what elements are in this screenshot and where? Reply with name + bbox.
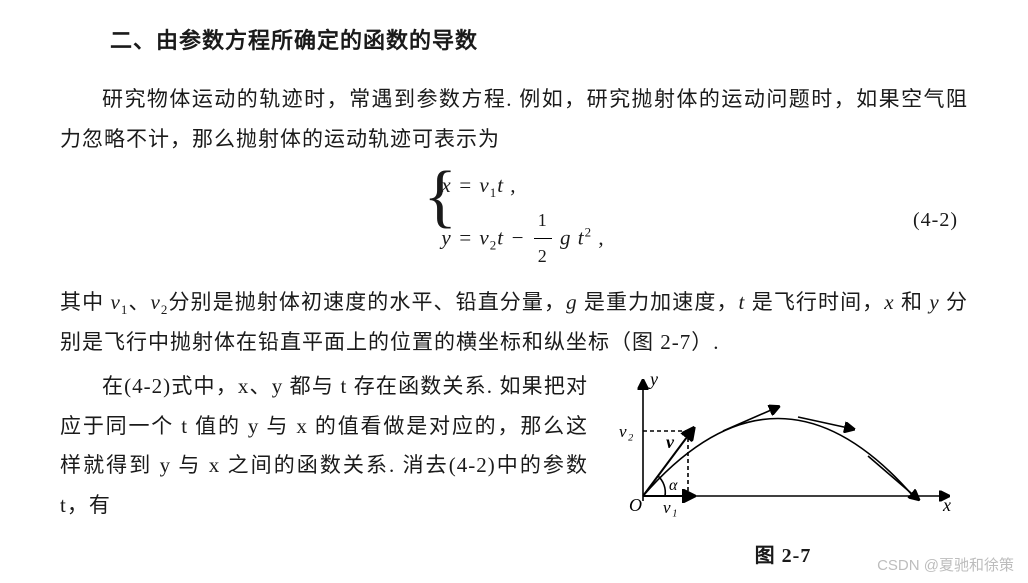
watermark: CSDN @夏驰和徐策	[877, 554, 1014, 575]
trajectory-figure: y x O v₂ v₁ v α	[603, 371, 963, 521]
alpha-label: α	[669, 477, 678, 494]
paragraph-2: 其中 v1、v2分别是抛射体初速度的水平、铅直分量，g 是重力加速度，t 是飞行…	[60, 283, 968, 363]
paragraph-1: 研究物体运动的轨迹时，常遇到参数方程. 例如，研究抛射体的运动问题时，如果空气阻…	[60, 80, 968, 160]
fraction: 1 2	[534, 203, 552, 272]
v-label: v	[666, 432, 675, 452]
origin-label: O	[629, 495, 643, 515]
equation-number: (4-2)	[913, 201, 958, 239]
x-axis-label: x	[942, 495, 952, 515]
v2-label: v₂	[619, 422, 634, 441]
lower-row: 在(4-2)式中，x、y 都与 t 存在函数关系. 如果把对应于同一个 t 值的…	[60, 367, 968, 575]
tangent-2	[798, 417, 853, 429]
tangent-3	[868, 456, 918, 499]
paragraph-3: 在(4-2)式中，x、y 都与 t 存在函数关系. 如果把对应于同一个 t 值的…	[60, 367, 588, 527]
page: 二、由参数方程所确定的函数的导数 研究物体运动的轨迹时，常遇到参数方程. 例如，…	[0, 0, 1028, 575]
y-axis-label: y	[648, 371, 659, 389]
equation-block: { x = v1t , y = v2t − 1 2 g t2 , (4-2)	[60, 166, 968, 275]
left-brace-icon: {	[423, 162, 458, 232]
figure-column: y x O v₂ v₁ v α 图 2-7	[598, 367, 968, 575]
trajectory-curve	[643, 418, 913, 496]
equation-line-2: y = v2t − 1 2 g t2 ,	[441, 205, 604, 274]
equation-line-1: x = v1t ,	[441, 166, 604, 206]
section-heading: 二、由参数方程所确定的函数的导数	[110, 20, 968, 62]
v1-label: v₁	[663, 498, 678, 517]
